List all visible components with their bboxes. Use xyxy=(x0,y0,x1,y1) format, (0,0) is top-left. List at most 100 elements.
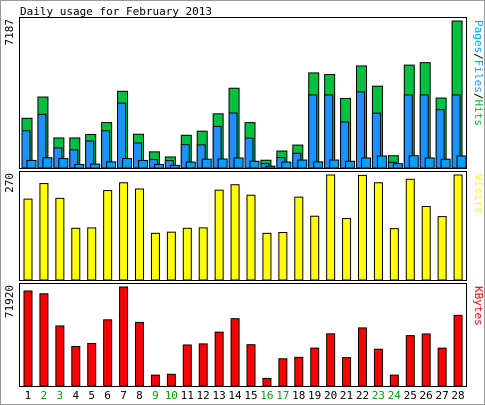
pages-bar xyxy=(440,158,451,169)
kbytes-bar xyxy=(453,314,463,387)
files-bar xyxy=(196,144,206,169)
chart-title: Daily usage for February 2013 xyxy=(20,5,212,18)
x-tick-label: 9 xyxy=(152,389,159,402)
panel-kbytes: 71920 KBytes xyxy=(3,283,485,387)
visits-bar xyxy=(135,188,144,281)
pages-bar xyxy=(217,158,228,169)
x-tick-label: 18 xyxy=(292,389,305,402)
pages-bar xyxy=(201,158,212,169)
files-bar xyxy=(451,94,461,169)
x-tick-label: 16 xyxy=(260,389,273,402)
x-tick-label: 10 xyxy=(165,389,178,402)
pages-bar xyxy=(456,155,467,169)
x-tick-label: 14 xyxy=(228,389,242,402)
y-max-label-hits: 7187 xyxy=(3,19,16,46)
visits-bar xyxy=(421,206,431,281)
files-bar xyxy=(117,102,127,169)
kbytes-bar xyxy=(278,358,288,387)
kbytes-bar xyxy=(230,318,240,387)
visits-bar xyxy=(326,174,336,281)
kbytes-bar xyxy=(198,343,208,387)
kbytes-bar xyxy=(326,333,336,387)
files-bar xyxy=(37,113,47,169)
pages-bar xyxy=(42,157,53,169)
pages-bar xyxy=(58,158,69,169)
kbytes-bar xyxy=(119,286,129,387)
visits-bar xyxy=(389,228,399,281)
kbytes-bar xyxy=(166,373,176,387)
pages-bar xyxy=(297,159,308,169)
files-bar xyxy=(419,94,429,169)
files-bar xyxy=(356,91,365,169)
side-label-kbytes: KBytes xyxy=(472,286,485,326)
visits-bar xyxy=(246,194,256,281)
x-tick-label: 3 xyxy=(57,389,64,402)
x-tick-label: 6 xyxy=(104,389,111,402)
visits-bar xyxy=(437,216,447,281)
x-tick-label: 19 xyxy=(308,389,321,402)
x-tick-label: 26 xyxy=(420,389,433,402)
kbytes-bar xyxy=(294,356,304,387)
x-tick-label: 13 xyxy=(212,389,225,402)
visits-bar xyxy=(87,227,97,281)
x-tick-label: 15 xyxy=(244,389,257,402)
files-bar xyxy=(435,109,445,169)
day-labels: 1 2 3 4 5 6 7 8 9 10 11 12 13 14 15 16 17 18 19 20 21 22 23 24 2… xyxy=(25,389,465,402)
side-label-visits: Visits xyxy=(472,174,485,214)
x-tick-label: 2 xyxy=(41,389,48,402)
kbytes-bar xyxy=(39,293,49,387)
files-bar xyxy=(164,160,174,169)
visits-bar xyxy=(150,232,160,281)
panel-frame-kbytes xyxy=(19,283,467,387)
files-bar xyxy=(85,140,95,169)
x-tick-label: 22 xyxy=(356,389,369,402)
pages-bar xyxy=(392,163,403,169)
visits-bar xyxy=(373,182,383,281)
visits-bar xyxy=(278,232,288,281)
side-label-part: / xyxy=(472,93,485,100)
kbytes-bar xyxy=(71,345,81,387)
x-tick-label: 23 xyxy=(372,389,385,402)
x-tick-label: 27 xyxy=(435,389,448,402)
pages-bar xyxy=(345,160,356,169)
visits-bar xyxy=(214,189,224,281)
files-bar xyxy=(228,112,238,169)
kbytes-bar xyxy=(310,347,320,387)
files-bar xyxy=(212,125,222,169)
x-tick-label: 1 xyxy=(25,389,32,402)
panel-frame-hits xyxy=(19,17,467,169)
files-bar xyxy=(133,142,142,169)
pages-bar xyxy=(281,161,292,169)
x-tick-label: 12 xyxy=(197,389,210,402)
panel-visits: 270 Visits xyxy=(3,171,485,281)
files-bar xyxy=(148,159,158,169)
y-max-label-visits: 270 xyxy=(3,173,16,193)
x-tick-label: 17 xyxy=(276,389,289,402)
pages-bar xyxy=(233,157,244,169)
kbytes-bar xyxy=(373,348,383,387)
visits-bar xyxy=(358,174,367,281)
pages-bar xyxy=(249,160,260,169)
visits-bar xyxy=(119,182,129,281)
files-bar xyxy=(324,94,334,169)
pages-bar xyxy=(74,164,85,169)
visits-bar xyxy=(23,198,33,281)
kbytes-bar xyxy=(214,331,224,387)
visits-bar xyxy=(405,178,415,281)
files-bar xyxy=(308,94,318,169)
side-label-part: / xyxy=(472,53,485,60)
pages-bar xyxy=(153,164,164,169)
files-bar xyxy=(244,137,254,169)
x-tick-label: 28 xyxy=(451,389,464,402)
kbytes-bar xyxy=(437,347,447,387)
files-bar xyxy=(371,112,381,169)
pages-bar xyxy=(265,165,276,169)
x-tick-label: 11 xyxy=(181,389,194,402)
x-tick-label: 24 xyxy=(388,389,402,402)
visits-bar xyxy=(310,215,320,281)
files-bar xyxy=(101,130,111,169)
panel-frame-visits xyxy=(19,171,467,281)
visits-bar xyxy=(342,218,352,281)
side-label-part: Files xyxy=(472,60,485,93)
